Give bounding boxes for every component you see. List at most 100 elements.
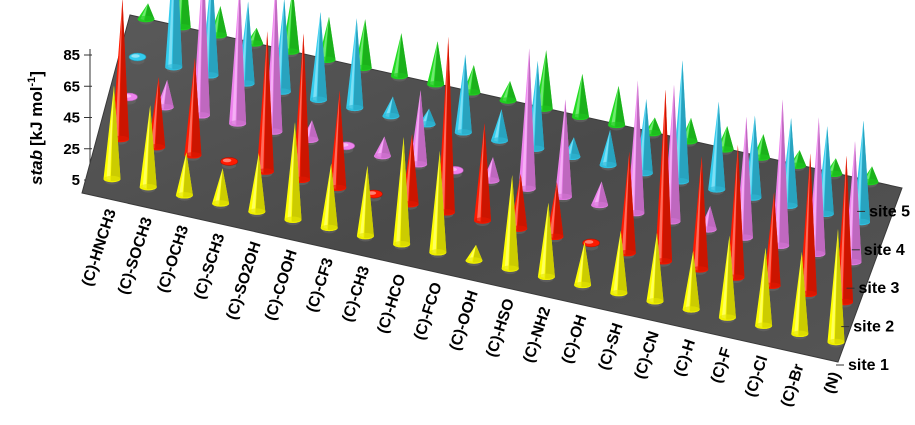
category-label: (N) — [821, 370, 844, 396]
cone-highlight — [232, 0, 240, 125]
cone-shade — [434, 41, 445, 87]
y-axis-label-italic: stab — [27, 150, 46, 185]
cone-site4-13 — [599, 129, 617, 169]
cone-base — [346, 104, 364, 112]
cone-shade — [470, 65, 481, 95]
y-tick-label: 65 — [63, 78, 80, 95]
cone-shade — [679, 60, 689, 184]
cone-highlight — [621, 151, 630, 255]
cone-highlight — [730, 144, 738, 279]
cone-shade — [851, 141, 862, 265]
cone-shade — [155, 76, 166, 150]
cone-highlight — [502, 81, 510, 102]
cone-base — [137, 15, 155, 23]
cone-highlight — [649, 233, 657, 303]
cone-highlight — [457, 54, 466, 134]
category-label: (C)-CH3 — [339, 264, 373, 324]
cone-shade — [581, 242, 592, 288]
cone-highlight — [574, 73, 583, 118]
cone-shade — [843, 155, 853, 305]
cone-shade — [517, 174, 528, 231]
cone-site3-7 — [373, 136, 391, 160]
cone-site4-16 — [708, 101, 726, 193]
y-tick-label: 5 — [72, 172, 80, 189]
cone-site1-9 — [429, 150, 447, 256]
cone-base — [382, 112, 400, 120]
cone-shade — [570, 137, 581, 159]
cone-site1-18 — [755, 247, 773, 329]
cone-highlight — [195, 0, 203, 117]
cone-base — [427, 81, 445, 88]
cone-site2-13 — [582, 238, 600, 248]
cone-highlight — [647, 117, 655, 135]
cone-shade — [436, 150, 447, 255]
cone-highlight — [594, 181, 602, 206]
cone-shade — [445, 36, 455, 215]
category-label: (C)-SOCH3 — [115, 215, 156, 297]
cone-highlight — [830, 228, 838, 343]
cone-shade — [834, 228, 845, 345]
cone-shade — [172, 0, 183, 70]
cone-site1-17 — [718, 235, 736, 321]
y-axis-label-sup: -1 — [26, 77, 38, 87]
cone-site1-7 — [356, 165, 374, 240]
cone-shade — [715, 101, 726, 192]
category-label: (C)-OH — [559, 313, 591, 366]
cone-shade — [110, 85, 121, 182]
site-label: site 3 — [859, 280, 900, 297]
cone-base — [691, 266, 709, 273]
cone-shade — [687, 117, 698, 144]
cone-site2-6 — [329, 90, 347, 192]
cone-highlight — [440, 36, 449, 214]
cone-shade — [489, 157, 500, 183]
cone-site2-3 — [220, 157, 238, 166]
cone-highlight — [376, 136, 385, 158]
category-label: (C)-OOH — [446, 288, 481, 352]
cone-shade — [300, 33, 310, 182]
cone-site1-4 — [248, 153, 266, 215]
cone-site4-0 — [128, 52, 147, 62]
cone-site1-16 — [682, 250, 700, 313]
cone-highlight — [775, 99, 783, 247]
cone-shade — [626, 151, 636, 256]
cone-base — [429, 249, 447, 256]
y-axis-label: stab [kJ mol-1] — [26, 71, 46, 185]
cone-highlight — [838, 155, 847, 303]
cone-base — [827, 338, 845, 346]
cone-base — [554, 193, 572, 200]
cone-base — [248, 208, 266, 215]
cone-highlight — [332, 90, 340, 189]
cone-highlight — [321, 16, 329, 61]
cone-highlight — [577, 242, 585, 286]
cone-highlight — [766, 192, 775, 287]
cone-site4-7 — [382, 96, 400, 120]
cone-base — [708, 186, 726, 193]
cone-shade — [770, 192, 781, 288]
cone-shade — [579, 73, 589, 119]
cone-highlight — [131, 54, 140, 58]
cone-highlight — [657, 89, 666, 263]
cone-highlight — [215, 168, 223, 205]
cone-shade — [244, 1, 255, 86]
category-label: (C)-Cl — [742, 354, 771, 399]
y-tick-label: 45 — [63, 110, 80, 127]
cone-shade — [119, 0, 129, 142]
cone-base — [518, 185, 536, 192]
cone-site5-0 — [137, 3, 155, 23]
cone-base — [390, 72, 408, 80]
cone-highlight — [711, 101, 719, 191]
cone-shade — [653, 233, 664, 304]
cone-highlight — [168, 0, 174, 69]
cone-shade — [545, 202, 555, 279]
cone-site1-0 — [103, 85, 121, 183]
category-label: (C)-COOH — [262, 248, 301, 323]
cone-base — [103, 175, 121, 183]
category-label: (C)-SCH3 — [191, 231, 228, 301]
cone-highlight — [159, 79, 168, 109]
cone-shade — [634, 80, 645, 216]
cone-shade — [281, 0, 291, 94]
cone-site2-10 — [474, 123, 491, 224]
category-label: (C)-HNCH3 — [79, 207, 120, 289]
cone-site1-8 — [393, 136, 411, 248]
cone-shade — [815, 117, 826, 256]
